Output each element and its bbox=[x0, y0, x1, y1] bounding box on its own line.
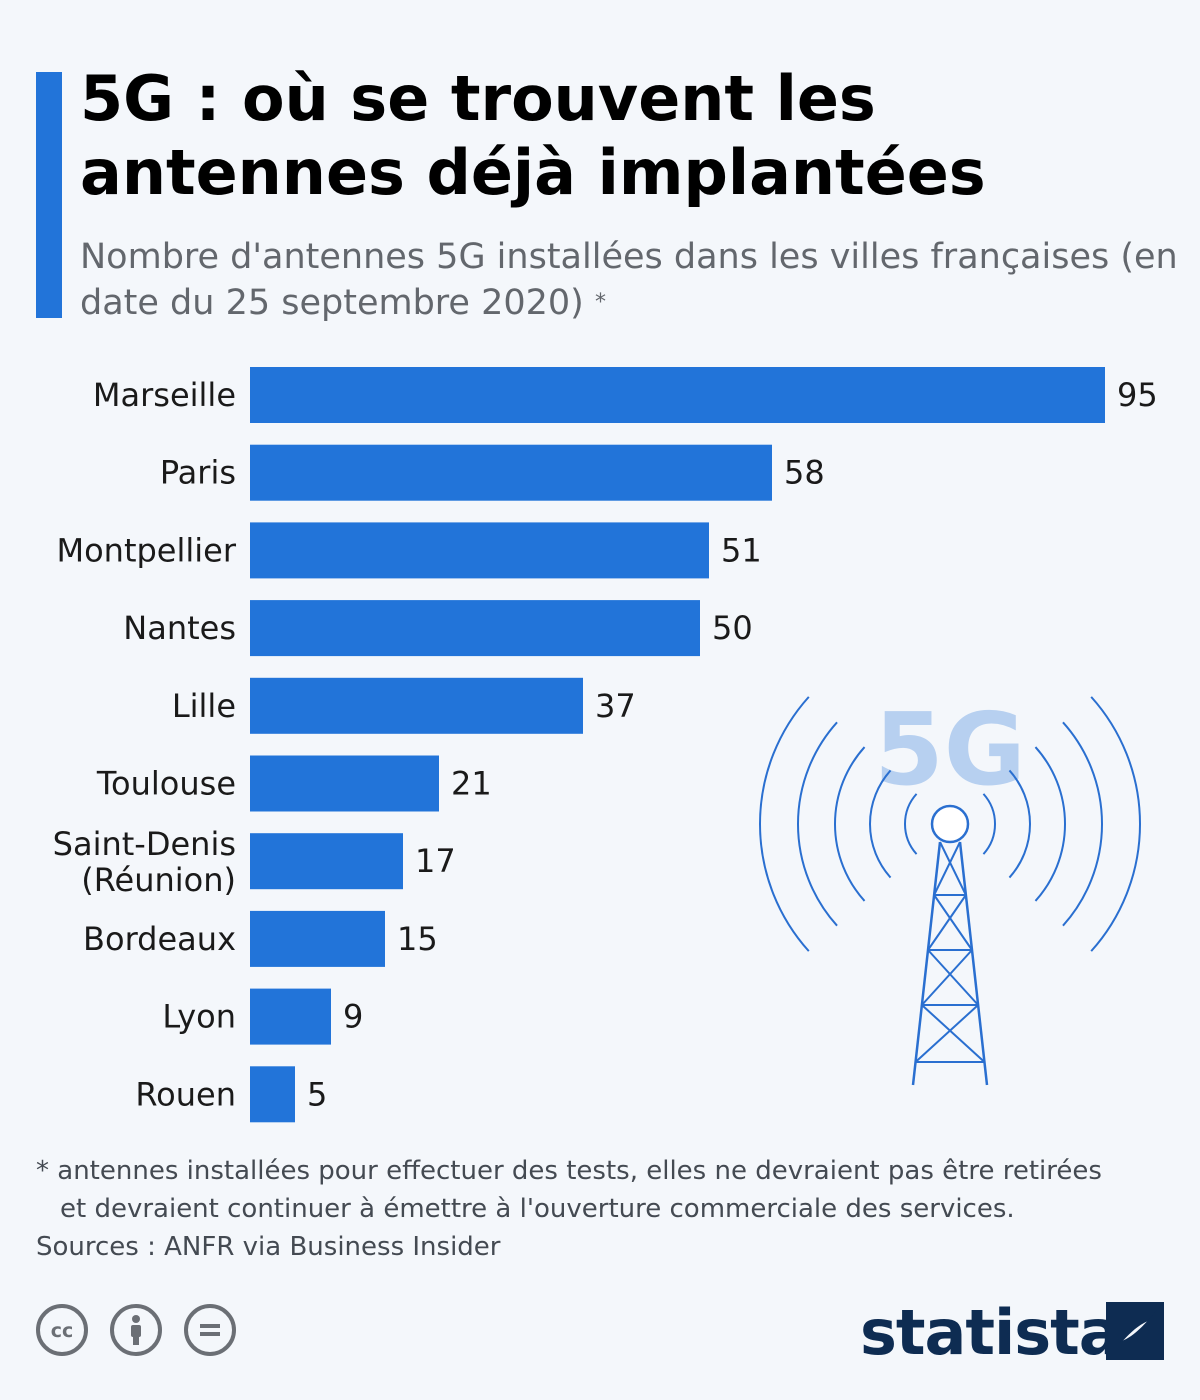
signal-wave-right bbox=[1062, 721, 1104, 927]
signal-wave-right bbox=[1090, 696, 1141, 952]
value-label: 17 bbox=[415, 842, 456, 880]
svg-text:cc: cc bbox=[51, 1320, 74, 1342]
category-label: Paris bbox=[160, 454, 236, 492]
tower-brace bbox=[921, 1004, 986, 1063]
antenna-tower-icon: 5G bbox=[759, 691, 1141, 1086]
tower-leg-right bbox=[958, 841, 989, 1086]
value-label: 37 bbox=[595, 687, 636, 725]
5g-badge: 5G bbox=[874, 691, 1026, 808]
tower-brace bbox=[939, 841, 967, 896]
signal-wave-right bbox=[1008, 769, 1031, 879]
signal-wave-left bbox=[797, 721, 838, 927]
bar-lyon bbox=[250, 988, 331, 1045]
category-label: Marseille bbox=[93, 376, 236, 414]
bar-marseille bbox=[250, 367, 1105, 423]
value-label: 15 bbox=[397, 920, 438, 958]
category-label: Nantes bbox=[123, 609, 236, 647]
subtitle-footnote-marker: * bbox=[594, 290, 606, 315]
signal-wave-left bbox=[904, 793, 918, 855]
by-attribution-icon[interactable] bbox=[110, 1304, 162, 1356]
page-title: 5G : où se trouvent les antennes déjà im… bbox=[80, 62, 986, 209]
signal-wave-right bbox=[982, 793, 996, 855]
footnote-line-2: et devraient continuer à émettre à l'ouv… bbox=[60, 1194, 1015, 1224]
value-label: 58 bbox=[784, 454, 825, 492]
tower-brace bbox=[921, 949, 973, 1006]
category-label: Saint-Denis (Réunion) bbox=[53, 825, 236, 899]
signal-wave-left bbox=[869, 769, 892, 879]
signal-wave-right bbox=[1034, 746, 1066, 902]
tower-brace bbox=[933, 841, 961, 896]
value-label: 50 bbox=[712, 609, 753, 647]
bar-montpellier bbox=[250, 522, 709, 579]
value-label: 21 bbox=[451, 765, 492, 803]
tower-brace bbox=[927, 949, 979, 1006]
category-label: Toulouse bbox=[96, 765, 236, 803]
bar-saint-denis-r-union- bbox=[250, 833, 403, 890]
value-label: 5 bbox=[307, 1075, 327, 1113]
value-label: 95 bbox=[1117, 376, 1158, 414]
signal-wave-left bbox=[834, 746, 866, 902]
category-label: Lyon bbox=[162, 998, 236, 1036]
accent-bar bbox=[36, 72, 62, 318]
tower-leg-left bbox=[911, 841, 942, 1086]
antenna-head bbox=[930, 804, 970, 844]
footnote: * antennes installées pour effectuer des… bbox=[36, 1152, 1176, 1228]
category-label: Lille bbox=[172, 687, 236, 725]
subtitle-text: Nombre d'antennes 5G installées dans les… bbox=[80, 237, 1178, 323]
category-label: Bordeaux bbox=[83, 920, 236, 958]
value-label: 51 bbox=[721, 531, 762, 569]
tower-brace bbox=[933, 894, 973, 951]
category-label: Montpellier bbox=[56, 531, 236, 569]
bar-lille bbox=[250, 677, 583, 734]
cc-icon[interactable]: cc bbox=[36, 1304, 88, 1356]
bar-nantes bbox=[250, 600, 700, 657]
footnote-line-1: * antennes installées pour effectuer des… bbox=[36, 1156, 1102, 1186]
signal-wave-left bbox=[759, 696, 810, 952]
bar-paris bbox=[250, 444, 772, 501]
bar-rouen bbox=[250, 1066, 295, 1123]
bar-toulouse bbox=[250, 755, 439, 812]
bar-bordeaux bbox=[250, 910, 385, 967]
nd-noderivs-icon[interactable] bbox=[184, 1304, 236, 1356]
value-label: 9 bbox=[343, 998, 363, 1036]
source-text: Sources : ANFR via Business Insider bbox=[36, 1232, 501, 1262]
subtitle: Nombre d'antennes 5G installées dans les… bbox=[80, 234, 1180, 326]
tower-brace bbox=[927, 894, 967, 951]
statista-logo-mark-icon bbox=[1106, 1302, 1164, 1360]
tower-brace bbox=[914, 1004, 979, 1063]
statista-logo[interactable]: statista bbox=[860, 1296, 1121, 1369]
category-label: Rouen bbox=[135, 1075, 236, 1113]
